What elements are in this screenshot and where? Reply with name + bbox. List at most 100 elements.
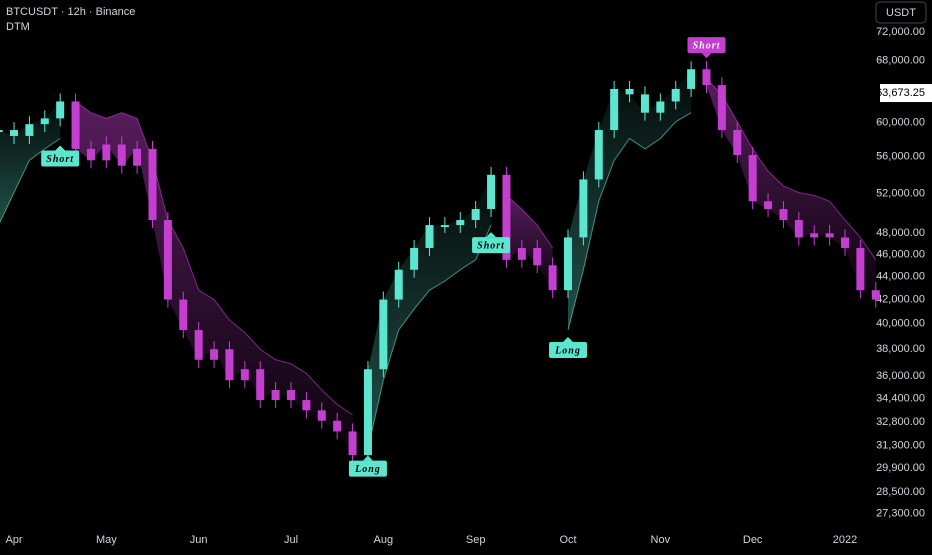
- y-tick-label: 31,300.00: [876, 439, 925, 451]
- y-tick-label: 36,000.00: [876, 370, 925, 382]
- candle: [179, 299, 188, 331]
- candle: [287, 390, 295, 401]
- y-tick-label: 44,000.00: [876, 270, 925, 282]
- signal-label: Long: [554, 345, 581, 356]
- candle: [379, 299, 388, 370]
- candle: [548, 265, 557, 291]
- signal-pointer: [486, 232, 497, 238]
- candle: [533, 247, 542, 266]
- candle: [225, 349, 234, 381]
- candle: [671, 88, 680, 102]
- stop-line: [75, 101, 353, 416]
- symbol-title: BTCUSDT · 12h · Binance: [6, 6, 135, 18]
- candle: [25, 124, 34, 136]
- y-tick-label: 34,400.00: [876, 393, 925, 405]
- candle: [425, 225, 434, 248]
- stop-line: [706, 78, 877, 261]
- signal-pointer: [362, 455, 373, 461]
- candle: [440, 225, 449, 228]
- candle: [779, 209, 788, 221]
- candle: [148, 148, 157, 221]
- x-tick-label: Sep: [466, 534, 486, 546]
- y-tick-label: 52,000.00: [876, 187, 925, 199]
- candle: [317, 410, 326, 421]
- candle: [456, 220, 465, 226]
- y-tick-label: 38,000.00: [876, 343, 925, 355]
- signal-label: Short: [46, 154, 74, 165]
- candle: [363, 369, 372, 456]
- x-tick-label: Apr: [5, 534, 22, 546]
- candle: [471, 209, 480, 221]
- signal-label: Short: [477, 240, 505, 251]
- candle: [271, 390, 280, 401]
- candle: [117, 144, 126, 166]
- band-area: [506, 195, 553, 291]
- x-tick-label: May: [96, 534, 117, 546]
- signal-box: [687, 37, 726, 54]
- y-tick-label: 28,500.00: [876, 486, 925, 498]
- y-tick-label: 60,000.00: [876, 116, 925, 128]
- stop-line: [567, 112, 692, 331]
- indicator-name: DTM: [6, 21, 30, 33]
- y-tick-label: 27,300.00: [876, 507, 925, 519]
- candle: [610, 88, 619, 131]
- last-price-label: 63,673.25: [876, 87, 925, 99]
- signal-box: [348, 460, 387, 477]
- x-tick-label: Jun: [190, 534, 208, 546]
- candle: [410, 247, 419, 270]
- y-tick-label: 42,000.00: [876, 293, 925, 305]
- candle: [841, 237, 849, 248]
- candle: [333, 420, 342, 432]
- y-tick-label: 46,000.00: [876, 248, 925, 260]
- y-tick-label: 48,000.00: [876, 227, 925, 239]
- candle: [656, 101, 665, 113]
- y-tick-label: 68,000.00: [876, 54, 925, 66]
- y-tick-label: 29,900.00: [876, 462, 925, 474]
- candle: [733, 130, 742, 155]
- currency-button[interactable]: [875, 1, 927, 24]
- signal-label: Long: [354, 464, 381, 475]
- candle: [194, 330, 203, 360]
- candle: [871, 290, 880, 300]
- candle: [0, 130, 3, 133]
- candle: [717, 85, 726, 131]
- last-price-tag: [880, 84, 932, 103]
- x-tick-label: Aug: [374, 534, 394, 546]
- candle: [40, 118, 49, 125]
- x-tick-label: Nov: [651, 534, 671, 546]
- candle: [579, 179, 588, 238]
- candle: [625, 88, 634, 95]
- y-tick-label: 32,800.00: [876, 416, 925, 428]
- candle: [856, 247, 865, 291]
- candle: [240, 369, 249, 381]
- candle: [71, 101, 80, 149]
- candle: [810, 233, 819, 238]
- candle: [56, 101, 65, 119]
- candle: [10, 130, 18, 136]
- candle: [502, 174, 511, 260]
- x-tick-label: Dec: [743, 534, 763, 546]
- band-area: [367, 174, 492, 449]
- band-area: [75, 101, 353, 456]
- y-tick-label: 72,000.00: [876, 26, 925, 38]
- y-tick-label: 40,000.00: [876, 318, 925, 330]
- candle: [302, 400, 311, 411]
- signal-box: [41, 150, 80, 167]
- signal-box: [472, 237, 511, 254]
- candle: [102, 144, 111, 161]
- candle: [348, 431, 357, 456]
- signal-pointer: [563, 337, 573, 343]
- x-tick-label: 2022: [833, 534, 857, 546]
- stop-line: [0, 138, 61, 224]
- x-tick-label: Oct: [559, 534, 576, 546]
- candle: [564, 237, 572, 291]
- x-tick-label: Jul: [284, 534, 298, 546]
- candle: [702, 69, 711, 86]
- currency-button-label[interactable]: USDT: [886, 7, 916, 19]
- candle: [163, 220, 172, 300]
- signal-pointer: [55, 145, 66, 151]
- candle: [594, 130, 603, 180]
- signal-label: Short: [693, 40, 721, 51]
